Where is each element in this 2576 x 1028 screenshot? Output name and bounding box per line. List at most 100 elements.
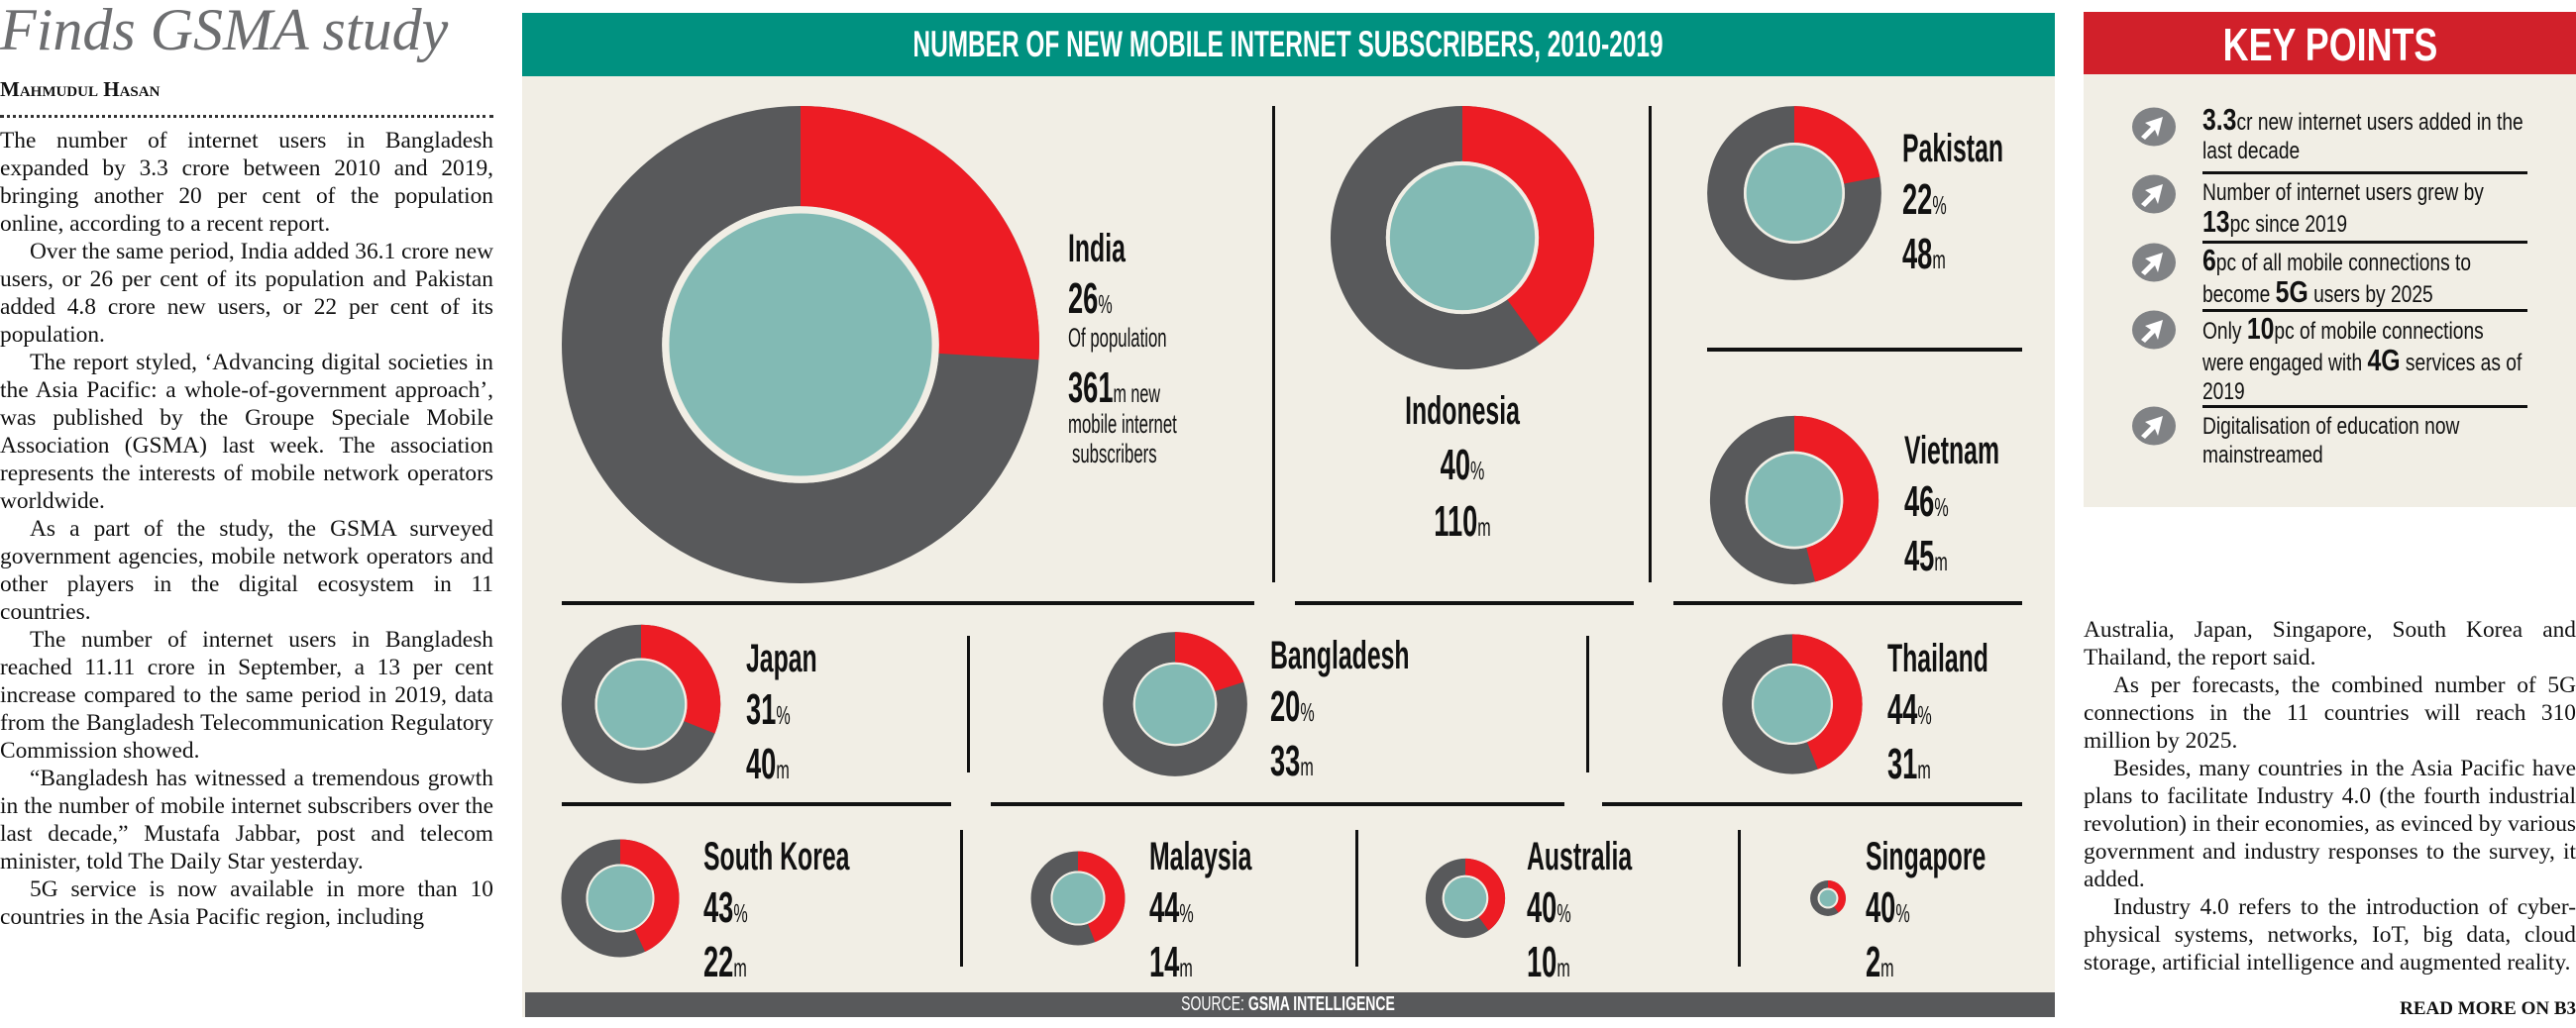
key-point-text: Digitalisation of education now mainstre… <box>2202 413 2460 468</box>
paragraph: “Bangladesh has witnessed a tremendous g… <box>0 766 493 874</box>
divider <box>1738 830 1741 967</box>
divider <box>1295 601 1634 605</box>
divider <box>562 601 1254 605</box>
value-label: 48m <box>1902 230 1946 278</box>
key-point-divider <box>2202 241 2527 244</box>
paragraph: Industry 4.0 refers to the introduction … <box>2084 894 2576 976</box>
divider <box>1355 830 1358 967</box>
key-point-text: Only <box>2202 318 2247 345</box>
divider <box>967 636 970 772</box>
pct-label: 40% <box>1527 883 1571 932</box>
divider <box>1272 106 1275 582</box>
key-point-text: Number of internet users grew by <box>2202 179 2484 206</box>
paragraph: 5G service is now available in more than… <box>0 876 493 930</box>
value-label: 33m <box>1270 737 1314 785</box>
country-name: Indonesia <box>1405 389 1520 433</box>
paragraph: As per forecasts, the combined number of… <box>2084 672 2576 754</box>
paragraph: Australia, Japan, Singapore, South Korea… <box>2084 617 2576 670</box>
pct-label: 20% <box>1270 682 1315 731</box>
arrow-icon <box>2132 243 2176 282</box>
key-point-divider <box>2202 171 2527 174</box>
paragraph: The number of internet users in Banglade… <box>0 128 493 237</box>
key-point-text: services as of 2019 <box>2202 350 2522 405</box>
divider <box>1586 636 1589 772</box>
highlight-number: 13 <box>2202 204 2230 239</box>
pct-label: 22% <box>1902 175 1947 224</box>
paragraph: Besides, many countries in the Asia Paci… <box>2084 756 2576 892</box>
country-name: India <box>1068 227 1126 270</box>
highlight-number: 10 <box>2246 311 2275 346</box>
value-caption: mobile internet <box>1068 409 1177 439</box>
divider <box>562 802 951 806</box>
divider <box>960 830 963 967</box>
value-label: 2m <box>1866 938 1894 986</box>
country-name: Bangladesh <box>1270 634 1410 677</box>
source-label: SOURCE: <box>1181 993 1244 1015</box>
divider <box>1673 601 2022 605</box>
dotted-divider <box>0 115 493 118</box>
key-points-title: KEY POINTS <box>2222 19 2438 70</box>
value-label: 110m <box>1434 497 1491 546</box>
paragraph: As a part of the study, the GSMA surveye… <box>0 516 493 625</box>
infographic-header <box>522 13 2055 76</box>
key-point: Only 10pc of mobile connections were eng… <box>2202 311 2527 406</box>
arrow-icon <box>2132 310 2176 350</box>
article-body-right: Australia, Japan, Singapore, South Korea… <box>2084 616 2576 977</box>
highlight-number: 4G <box>2367 343 2401 377</box>
divider <box>1707 348 2022 352</box>
arrow-icon <box>2132 406 2176 446</box>
arrow-icon <box>2132 174 2176 214</box>
read-more-link[interactable]: READ MORE ON B3 <box>2400 998 2576 1019</box>
country-name: Malaysia <box>1149 835 1252 878</box>
paragraph: The report styled, ‘Advancing digital so… <box>0 350 493 514</box>
key-point: 6pc of all mobile connections to become … <box>2202 243 2527 309</box>
pct-caption: Of population <box>1068 323 1167 353</box>
key-point-text: pc of all mobile connections to become <box>2202 250 2472 308</box>
arrow-icon <box>2132 107 2176 147</box>
highlight-number: 3.3 <box>2202 102 2237 137</box>
country-name: Australia <box>1527 835 1633 878</box>
value-label: 10m <box>1527 938 1570 986</box>
value-label: 14m <box>1149 938 1193 986</box>
source-credit: SOURCE: GSMA INTELLIGENCE <box>1181 994 1395 1014</box>
value-label: 31m <box>1887 740 1931 788</box>
key-point-text: users by 2025 <box>2308 281 2433 308</box>
country-name: South Korea <box>703 835 850 878</box>
key-points-header <box>2084 12 2576 74</box>
key-point: Number of internet users grew by 13pc si… <box>2202 178 2527 239</box>
value-label: 45m <box>1904 532 1948 580</box>
highlight-number: 6 <box>2202 243 2216 277</box>
key-point: 3.3cr new internet users added in the la… <box>2202 102 2527 165</box>
pct-label: 46% <box>1904 477 1949 526</box>
divider <box>1602 802 2022 806</box>
value-label: 40m <box>746 740 790 788</box>
infographic-title: NUMBER OF NEW MOBILE INTERNET SUBSCRIBER… <box>912 24 1664 64</box>
divider <box>991 802 1564 806</box>
highlight-number: 5G <box>2275 274 2308 309</box>
key-point-text: pc since 2019 <box>2229 211 2348 238</box>
byline: Mahmudul Hasan <box>0 77 161 101</box>
divider <box>1649 106 1652 582</box>
key-point-text: cr new internet users added in the last … <box>2202 109 2523 164</box>
country-name: Japan <box>746 637 817 680</box>
country-name: Thailand <box>1887 637 1988 680</box>
value-label: 22m <box>703 938 747 986</box>
source-name: GSMA INTELLIGENCE <box>1247 993 1395 1015</box>
country-name: Vietnam <box>1904 429 2000 472</box>
value-caption: subscribers <box>1072 439 1157 468</box>
pct-label: 44% <box>1887 685 1932 734</box>
source-bar <box>525 992 2055 1017</box>
key-point-divider <box>2202 405 2527 408</box>
article-headline: Finds GSMA study <box>0 0 449 62</box>
country-name: Singapore <box>1866 835 1986 878</box>
pct-label: 44% <box>1149 883 1194 932</box>
article-body-left: The number of internet users in Banglade… <box>0 127 493 931</box>
pct-label: 26% <box>1068 274 1113 323</box>
value-label: 361m new <box>1068 363 1160 412</box>
key-point-divider <box>2202 309 2527 312</box>
key-point: Digitalisation of education now mainstre… <box>2202 412 2527 469</box>
pct-label: 40% <box>1866 883 1910 932</box>
country-name: Pakistan <box>1902 127 2004 170</box>
pct-label: 31% <box>746 685 791 734</box>
key-point-text: pc of mobile connections were engaged wi… <box>2202 318 2484 376</box>
